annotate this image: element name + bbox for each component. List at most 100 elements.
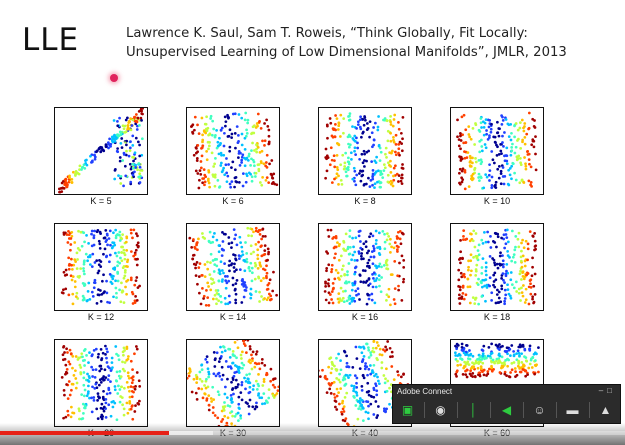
notification-bell-icon[interactable]: ▲ — [599, 403, 612, 417]
microphone-icon[interactable]: │ — [469, 403, 478, 417]
scatter-point — [464, 128, 468, 132]
scatter-point — [247, 404, 251, 408]
scatter-point — [119, 236, 123, 240]
scatter-point — [389, 355, 392, 359]
scatter-point — [218, 136, 221, 140]
scatter-point — [510, 229, 514, 233]
scatter-point — [384, 377, 387, 381]
scatter-point — [223, 401, 226, 404]
scatter-point — [212, 165, 216, 168]
scatter-point — [386, 340, 390, 343]
scatter-point — [76, 358, 80, 361]
attendees-icon[interactable]: ☺ — [533, 403, 546, 417]
scatter-point — [377, 382, 381, 386]
scatter-point — [335, 394, 339, 398]
scatter-point — [504, 293, 508, 297]
speaker-icon[interactable]: ◀ — [501, 403, 512, 417]
scatter-point — [117, 384, 120, 388]
scatter-point — [70, 388, 73, 392]
adobe-connect-window[interactable]: Adobe Connect –□ ▣ ◉ │ ◀ ☺ ▬ ▲ — [392, 384, 621, 424]
scatter-point — [188, 367, 191, 371]
chat-icon[interactable]: ▬ — [566, 403, 579, 417]
scatter-point — [393, 260, 397, 263]
scatter-point — [261, 235, 265, 238]
scatter-point — [519, 146, 523, 150]
scatter-point — [211, 278, 215, 281]
scatter-point — [499, 182, 503, 186]
scatter-point — [215, 292, 219, 295]
scatter-point — [260, 357, 264, 361]
scatter-point — [194, 151, 198, 155]
scatter-point — [377, 169, 380, 173]
scatter-point — [383, 247, 387, 251]
scatter-point — [124, 174, 128, 178]
scatter-point — [128, 402, 132, 405]
scatter-point — [233, 185, 236, 189]
webcam-icon[interactable]: ◉ — [435, 403, 446, 417]
scatter-point — [244, 241, 247, 244]
scatter-point — [254, 352, 258, 356]
scatter-point — [326, 252, 330, 255]
scatter-point — [62, 345, 65, 349]
scatter-point — [257, 163, 261, 166]
scatter-point — [367, 249, 370, 253]
minimize-icon[interactable]: – — [598, 386, 608, 395]
scatter-point — [335, 377, 339, 380]
scatter-point — [201, 235, 205, 239]
scatter-point — [495, 154, 499, 157]
scatter-point — [129, 167, 133, 171]
scatter-point — [516, 364, 520, 368]
scatter-point — [388, 402, 391, 406]
share-screen-icon[interactable]: ▣ — [401, 403, 414, 417]
scatter-point — [256, 248, 260, 252]
scatter-point — [77, 407, 81, 411]
scatter-point — [71, 366, 74, 370]
scatter-point — [340, 182, 344, 186]
scatter-point — [356, 146, 360, 150]
scatter-point — [482, 125, 486, 129]
scatter-point — [67, 380, 71, 383]
scatter-point — [203, 183, 206, 187]
scatter-point — [200, 368, 204, 371]
scatter-point — [234, 233, 238, 237]
scatter-point — [126, 278, 130, 282]
scatter-point — [209, 117, 212, 120]
maximize-icon[interactable]: □ — [607, 386, 616, 395]
scatter-point — [484, 269, 488, 273]
scatter-point — [253, 149, 256, 152]
scatter-point — [523, 122, 527, 125]
scatter-point — [101, 279, 104, 283]
scatter-point — [88, 297, 92, 301]
scatter-point — [325, 267, 329, 270]
scatter-point — [517, 231, 521, 235]
scatter-point — [127, 154, 131, 158]
scatter-point — [395, 235, 399, 238]
scatter-point — [263, 252, 267, 256]
scatter-point — [263, 122, 266, 125]
scatter-point — [275, 183, 279, 187]
scatter-point — [224, 286, 228, 290]
scatter-point — [223, 296, 227, 300]
scatter-point — [342, 410, 346, 413]
scatter-point — [89, 154, 92, 158]
scatter-point — [245, 132, 249, 135]
scatter-point — [131, 134, 135, 138]
scatter-point — [238, 163, 242, 167]
scatter-point — [219, 300, 223, 304]
scatter-point — [118, 239, 122, 242]
scatter-point — [114, 286, 118, 290]
scatter-point — [337, 124, 341, 128]
video-progress-bar[interactable] — [0, 431, 625, 435]
scatter-point — [63, 351, 66, 354]
scatter-point — [80, 393, 84, 396]
window-controls[interactable]: –□ — [599, 386, 616, 395]
scatter-point — [337, 183, 340, 186]
scatter-point — [129, 128, 133, 132]
scatter-point — [401, 116, 405, 119]
scatter-point — [480, 126, 483, 129]
scatter-point — [326, 228, 330, 232]
scatter-point — [492, 240, 495, 243]
scatter-point — [203, 275, 207, 279]
scatter-point — [242, 258, 246, 262]
scatter-point — [119, 300, 123, 304]
